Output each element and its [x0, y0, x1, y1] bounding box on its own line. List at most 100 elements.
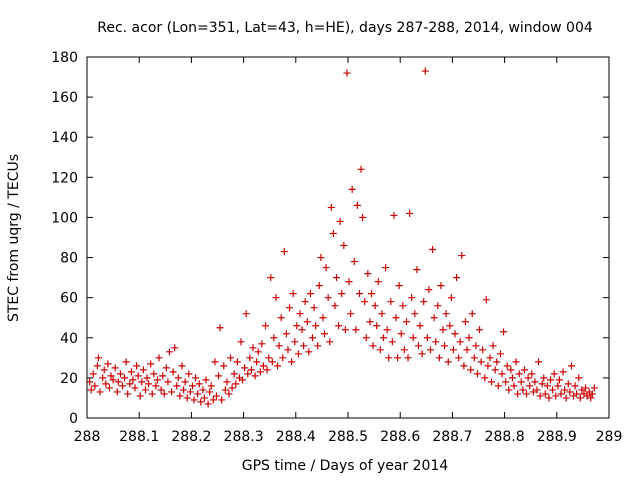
data-point — [348, 185, 356, 193]
data-point — [227, 354, 235, 362]
data-point — [107, 372, 115, 380]
data-point — [502, 378, 510, 386]
data-point — [288, 358, 296, 366]
y-tick-label: 160 — [51, 90, 78, 106]
data-point — [293, 322, 301, 330]
data-point — [265, 354, 273, 362]
data-point — [378, 310, 386, 318]
data-point — [587, 394, 595, 402]
data-point — [171, 344, 179, 352]
data-point — [280, 248, 288, 256]
data-point — [507, 366, 515, 374]
data-point — [335, 322, 343, 330]
data-point — [387, 298, 395, 306]
data-point — [272, 294, 280, 302]
data-point — [510, 382, 518, 390]
data-point — [470, 354, 478, 362]
data-point — [241, 364, 249, 372]
data-point — [136, 392, 144, 400]
data-point — [479, 346, 487, 354]
data-point — [216, 324, 224, 332]
data-point — [533, 386, 541, 394]
data-point — [212, 392, 220, 400]
data-point — [153, 376, 161, 384]
data-point — [523, 390, 531, 398]
data-point — [173, 382, 181, 390]
data-point — [254, 348, 262, 356]
data-point — [204, 400, 212, 408]
data-point — [221, 386, 229, 394]
data-point — [461, 318, 469, 326]
data-point — [329, 229, 337, 237]
data-point — [566, 388, 574, 396]
data-point — [200, 394, 208, 402]
data-point — [155, 354, 163, 362]
data-point — [249, 344, 257, 352]
data-point — [437, 282, 445, 290]
y-tick-label: 100 — [51, 210, 78, 226]
data-point — [388, 338, 396, 346]
data-point — [109, 376, 117, 384]
data-point — [531, 378, 539, 386]
data-point — [519, 386, 527, 394]
data-point — [324, 294, 332, 302]
data-point — [367, 290, 375, 298]
data-point — [242, 310, 250, 318]
data-point — [379, 334, 387, 342]
data-point — [571, 382, 579, 390]
data-point — [275, 342, 283, 350]
data-point — [190, 396, 198, 404]
data-point — [160, 390, 168, 398]
data-point — [353, 201, 361, 209]
data-point — [247, 366, 255, 374]
data-point — [246, 354, 254, 362]
data-point — [420, 298, 428, 306]
data-point — [225, 390, 233, 398]
data-point — [165, 348, 173, 356]
data-point — [545, 394, 553, 402]
x-tick-label: 288.1 — [119, 429, 159, 445]
data-point — [338, 290, 346, 298]
data-point — [279, 354, 287, 362]
data-point — [429, 246, 437, 254]
data-point — [253, 358, 261, 366]
data-point — [371, 302, 379, 310]
data-points — [86, 67, 598, 408]
data-point — [111, 364, 119, 372]
data-point — [116, 370, 124, 378]
data-point — [157, 386, 165, 394]
data-point — [180, 386, 188, 394]
data-point — [118, 382, 126, 390]
data-point — [434, 302, 442, 310]
data-point — [199, 386, 207, 394]
data-point — [408, 294, 416, 302]
data-point — [481, 374, 489, 382]
data-point — [331, 302, 339, 310]
data-point — [529, 388, 537, 396]
data-point — [113, 388, 121, 396]
data-point — [550, 370, 558, 378]
data-point — [451, 330, 459, 338]
data-point — [573, 390, 581, 398]
data-point — [463, 346, 471, 354]
data-point — [102, 380, 110, 388]
data-point — [134, 372, 142, 380]
y-tick-label: 0 — [69, 411, 78, 427]
data-point — [162, 364, 170, 372]
y-tick-label: 140 — [51, 130, 78, 146]
data-point — [168, 388, 176, 396]
data-point — [291, 338, 299, 346]
data-point — [425, 286, 433, 294]
y-tick-label: 60 — [60, 291, 78, 307]
data-point — [220, 362, 228, 370]
data-point — [150, 370, 158, 378]
data-point — [567, 362, 575, 370]
data-point — [588, 390, 596, 398]
plot-frame — [86, 56, 610, 419]
x-axis: 288 288.1 288.2 288.3 288.4 288.5 288.6 288.7 28… — [74, 57, 622, 445]
data-point — [512, 358, 520, 366]
data-point — [382, 264, 390, 272]
data-point — [583, 392, 591, 400]
data-point — [528, 370, 536, 378]
